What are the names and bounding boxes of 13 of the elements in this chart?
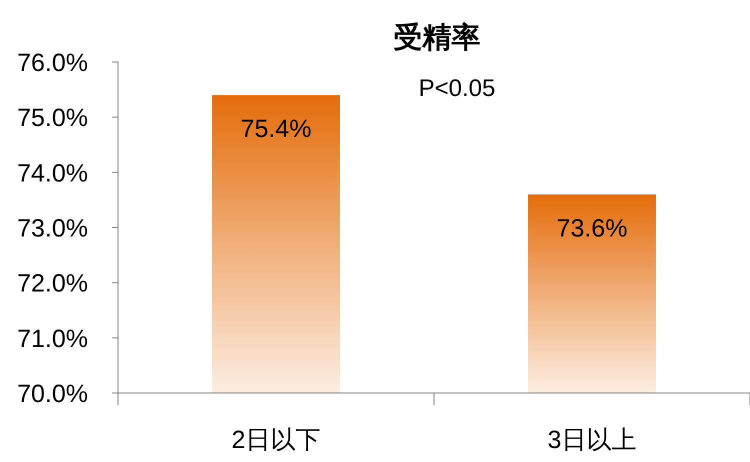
y-tick-label: 74.0%: [17, 159, 88, 188]
data-label: 75.4%: [240, 115, 312, 144]
y-tick-label: 70.0%: [17, 380, 88, 408]
y-tick-label: 75.0%: [17, 104, 88, 132]
chart-title: 受精率: [394, 21, 480, 54]
data-label: 73.6%: [556, 214, 628, 242]
y-tick-label: 76.0%: [17, 49, 88, 77]
x-tick-label: 3日以上: [548, 426, 636, 454]
y-tick-label: 72.0%: [17, 270, 88, 298]
annotation: P<0.05: [418, 75, 496, 102]
y-tick-label: 73.0%: [17, 214, 88, 242]
y-tick-label: 71.0%: [17, 324, 88, 353]
x-tick-label: 2日以下: [232, 426, 320, 454]
